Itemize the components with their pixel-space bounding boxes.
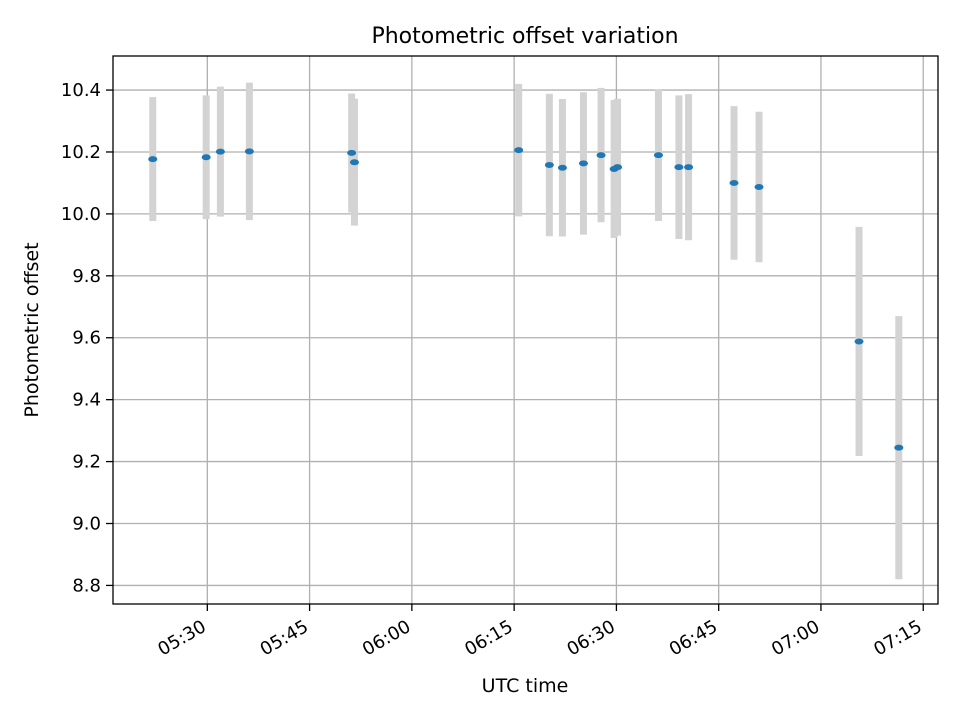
y-tick-label: 9.6 bbox=[72, 328, 101, 349]
data-point bbox=[244, 148, 254, 155]
x-tick-label: 06:15 bbox=[461, 616, 516, 660]
data-point bbox=[596, 152, 606, 159]
data-point bbox=[544, 161, 554, 168]
y-tick-label: 10.4 bbox=[61, 80, 101, 101]
y-tick-label: 8.8 bbox=[72, 575, 101, 596]
y-tick-label: 9.4 bbox=[72, 390, 101, 411]
plot-area-frame bbox=[112, 55, 939, 605]
x-tick-label: 07:00 bbox=[768, 616, 823, 660]
y-tick-label: 9.0 bbox=[72, 514, 101, 535]
data-point bbox=[729, 179, 739, 186]
y-tick-label: 9.8 bbox=[72, 266, 101, 287]
data-point bbox=[854, 338, 864, 345]
x-axis-label: UTC time bbox=[482, 675, 569, 697]
x-axis: 05:30 05:45 06:00 06:15 06:30 06:45 07:00 07:15 bbox=[154, 604, 926, 660]
data-point bbox=[215, 148, 225, 155]
y-tick-label: 9.2 bbox=[72, 452, 101, 473]
chart-title: Photometric offset variation bbox=[371, 24, 678, 49]
data-point bbox=[148, 156, 158, 163]
data-point bbox=[613, 164, 623, 171]
y-tick-label: 10.0 bbox=[61, 204, 101, 225]
data-point bbox=[514, 147, 524, 154]
data-point bbox=[754, 183, 764, 190]
error-bars bbox=[149, 82, 903, 580]
data-point bbox=[201, 154, 211, 161]
data-point bbox=[349, 159, 359, 166]
data-point bbox=[684, 164, 694, 171]
x-tick-label: 06:00 bbox=[359, 616, 414, 660]
y-axis: 8.8 9.0 9.2 9.4 9.6 9.8 10.0 10.2 10.4 bbox=[61, 80, 113, 596]
data-point bbox=[557, 164, 567, 171]
x-tick-label: 05:45 bbox=[257, 616, 312, 660]
x-tick-label: 06:45 bbox=[666, 616, 721, 660]
data-points bbox=[148, 147, 904, 451]
x-tick-label: 07:15 bbox=[870, 616, 925, 660]
y-tick-label: 10.2 bbox=[61, 142, 101, 163]
data-point bbox=[347, 149, 357, 156]
data-point bbox=[674, 164, 684, 171]
data-point bbox=[894, 444, 904, 451]
data-point bbox=[578, 160, 588, 167]
data-point bbox=[653, 152, 663, 159]
y-axis-label: Photometric offset bbox=[21, 242, 43, 417]
grid-lines bbox=[113, 56, 938, 604]
x-tick-label: 06:30 bbox=[563, 616, 618, 660]
x-tick-label: 05:30 bbox=[154, 616, 209, 660]
